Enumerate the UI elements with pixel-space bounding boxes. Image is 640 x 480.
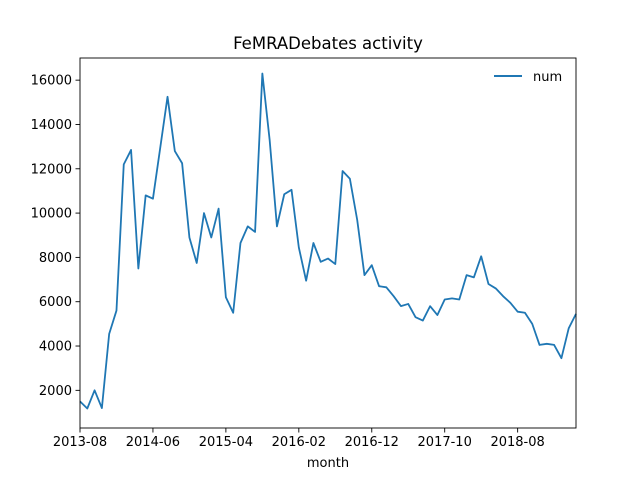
axes-frame xyxy=(79,57,577,429)
y-tick-label: 10000 xyxy=(31,207,72,222)
y-tick-label: 4000 xyxy=(39,340,72,355)
x-tick-label: 2013-08 xyxy=(53,435,107,450)
legend: num xyxy=(494,70,562,85)
x-tick-label: 2018-08 xyxy=(490,435,544,450)
x-tick-label: 2014-06 xyxy=(126,435,180,450)
x-tick-label: 2015-04 xyxy=(199,435,253,450)
y-tick-label: 14000 xyxy=(31,118,72,133)
x-tick-label: 2017-10 xyxy=(418,435,472,450)
x-tick-label: 2016-02 xyxy=(272,435,326,450)
y-tick-label: 6000 xyxy=(39,295,72,310)
y-tick-label: 16000 xyxy=(31,74,72,89)
y-tick-label: 8000 xyxy=(39,251,72,266)
x-tick-label: 2016-12 xyxy=(345,435,399,450)
axis-ticks: 2013-08 2014-06 2015-04 2016-02 2016-12 2017-… xyxy=(31,74,545,450)
y-tick-label: 2000 xyxy=(39,384,72,399)
y-tick-label: 12000 xyxy=(31,162,72,177)
chart-title: FeMRADebates activity xyxy=(233,34,423,53)
legend-label-num: num xyxy=(533,70,562,85)
plot-area xyxy=(79,72,577,410)
series-line-num xyxy=(79,72,577,410)
x-axis-label: month xyxy=(307,456,349,471)
